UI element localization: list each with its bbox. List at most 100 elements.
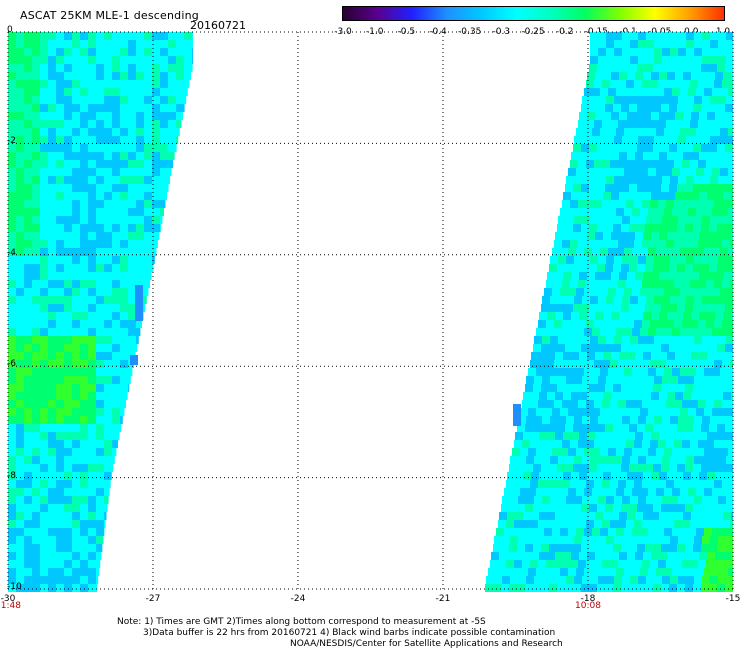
swath-cell-west	[16, 328, 24, 336]
swath-cell-east	[595, 512, 603, 520]
swath-cell-west	[184, 32, 192, 40]
swath-cell-west	[80, 128, 88, 136]
swath-cell-east	[622, 376, 630, 384]
swath-cell-east	[619, 472, 627, 480]
swath-cell-west	[120, 352, 128, 360]
color-scale-tick: -0.3	[492, 27, 511, 37]
swath-cell-east	[730, 80, 733, 88]
swath-cell-east	[538, 560, 546, 568]
swath-cell-east	[726, 176, 733, 184]
swath-cell-west	[48, 576, 56, 584]
swath-cell-east	[683, 232, 691, 240]
swath-cell-west	[56, 32, 64, 40]
swath-cell-east	[510, 496, 518, 504]
swath-cell-west	[16, 48, 24, 56]
swath-cell-west	[160, 136, 168, 144]
swath-cell-west	[48, 296, 56, 304]
swath-cell-west	[72, 296, 80, 304]
swath-cell-east	[552, 488, 560, 496]
swath-cell-west	[64, 248, 72, 256]
swath-cell-west	[80, 288, 88, 296]
swath-cell-east	[722, 560, 730, 568]
swath-cell-east	[595, 392, 603, 400]
swath-cell-east	[686, 296, 694, 304]
swath-cell-west	[48, 472, 56, 480]
swath-cell-west	[112, 360, 120, 368]
swath-cell-east	[674, 80, 682, 88]
swath-cell-west	[112, 200, 120, 208]
swath-cell-east	[541, 464, 549, 472]
swath-cell-east	[622, 48, 630, 56]
swath-cell-east	[590, 576, 598, 584]
swath-cell-west	[80, 272, 88, 280]
swath-cell-west	[16, 456, 24, 464]
swath-cell-east	[582, 296, 590, 304]
swath-cell-west	[32, 104, 40, 112]
swath-cell-west	[112, 112, 120, 120]
swath-cell-east	[667, 72, 675, 80]
swath-cell-west	[72, 400, 80, 408]
swath-cell-west	[16, 224, 24, 232]
swath-cell-east	[624, 528, 632, 536]
swath-cell-west	[64, 96, 72, 104]
swath-cell-west	[16, 448, 24, 456]
swath-cell-east	[610, 200, 618, 208]
swath-cell-west	[32, 200, 40, 208]
swath-cell-west	[64, 368, 72, 376]
swath-cell-west	[72, 256, 80, 264]
swath-cell-east	[661, 224, 669, 232]
swath-cell-east	[600, 248, 608, 256]
swath-cell-east	[651, 72, 659, 80]
swath-cell-west	[144, 64, 152, 72]
swath-cell-west	[16, 264, 24, 272]
swath-cell-east	[693, 64, 701, 72]
swath-cell-west	[88, 168, 96, 176]
swath-cell-west	[104, 184, 112, 192]
swath-cell-east	[546, 480, 554, 488]
swath-cell-east	[520, 528, 528, 536]
swath-cell-east	[720, 208, 728, 216]
swath-cell-east	[562, 360, 570, 368]
swath-cell-west	[48, 104, 56, 112]
swath-cell-east	[493, 544, 501, 552]
swath-cell-west	[16, 136, 24, 144]
swath-cell-east	[622, 336, 630, 344]
swath-cell-east	[694, 96, 702, 104]
swath-cell-east	[629, 464, 637, 472]
swath-cell-east	[718, 136, 726, 144]
swath-cell-east	[522, 400, 530, 408]
swath-cell-east	[629, 144, 637, 152]
swath-cell-west	[32, 304, 40, 312]
swath-cell-east	[634, 80, 642, 88]
swath-cell-east	[493, 584, 501, 592]
swath-cell-west	[96, 488, 104, 496]
swath-cell-east	[526, 416, 534, 424]
swath-cell-west	[40, 512, 48, 520]
swath-cell-east	[560, 408, 568, 416]
swath-cell-west	[24, 296, 32, 304]
swath-cell-west	[168, 64, 176, 72]
swath-cell-east	[589, 344, 597, 352]
swath-cell-west	[40, 320, 48, 328]
color-scale-tick: -3.0	[334, 27, 352, 37]
swath-cell-east	[610, 360, 618, 368]
swath-cell-east	[494, 536, 502, 544]
swath-cell-west	[80, 504, 88, 512]
swath-cell-west	[160, 120, 168, 128]
swath-cell-east	[550, 416, 558, 424]
swath-cell-west	[112, 312, 120, 320]
swath-cell-east	[586, 560, 594, 568]
swath-cell-west	[32, 424, 40, 432]
swath-cell-east	[618, 400, 626, 408]
swath-cell-east	[683, 352, 691, 360]
swath-cell-west	[88, 304, 96, 312]
swath-cell-west	[40, 152, 48, 160]
swath-cell-east	[637, 384, 645, 392]
swath-cell-east	[723, 512, 731, 520]
swath-cell-west	[64, 224, 72, 232]
swath-cell-east	[522, 560, 530, 568]
swath-cell-east	[674, 200, 682, 208]
swath-cell-west	[136, 256, 144, 264]
swath-cell-east	[638, 96, 646, 104]
swath-cell-west	[8, 528, 16, 536]
